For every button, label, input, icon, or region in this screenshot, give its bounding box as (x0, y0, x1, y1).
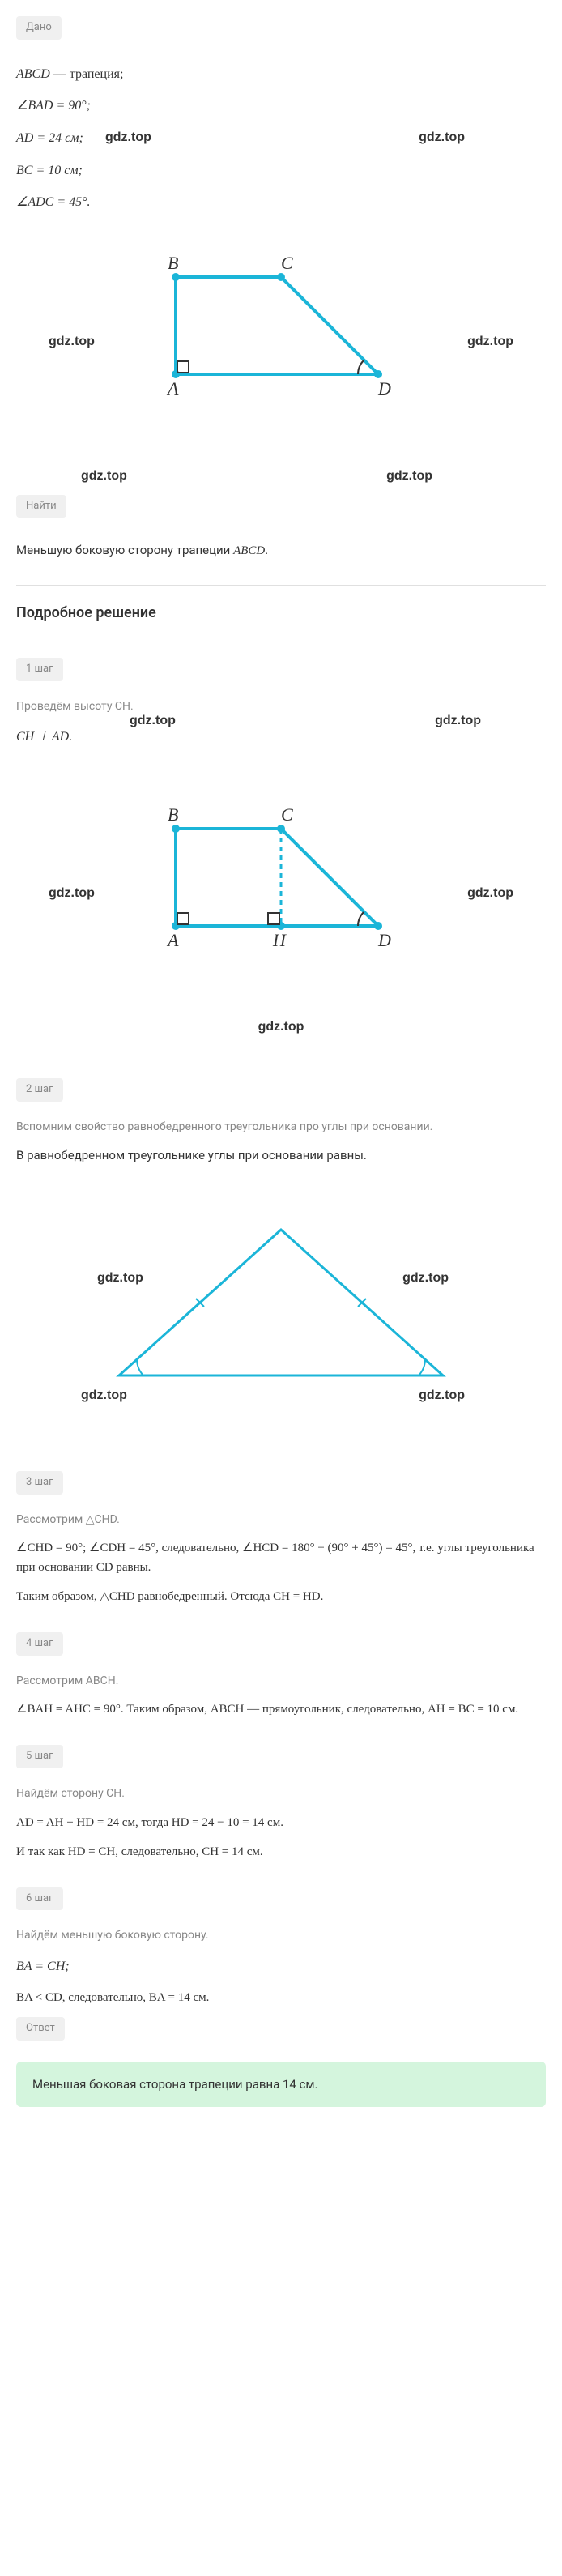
point-c (277, 273, 285, 281)
angle-left (137, 1359, 143, 1375)
step3-label: 3 шаг (16, 1471, 63, 1495)
watermark-row: gdz.top gdz.top (49, 127, 513, 148)
watermark: gdz.top (81, 1385, 127, 1406)
answer-box: Меньшая боковая сторона трапеции равна 1… (16, 2062, 546, 2107)
label-b-2: B (168, 804, 178, 825)
point-c-2 (277, 825, 285, 833)
step2-label: 2 шаг (16, 1078, 63, 1102)
label-c-2: C (281, 804, 293, 825)
angle-right (419, 1359, 425, 1375)
step4-line1: ∠BAH = AHC = 90°. Таким образом, ABCH — … (16, 1700, 546, 1719)
watermark: gdz.top (467, 331, 513, 352)
label-d: D (377, 378, 391, 399)
find-period: . (265, 543, 268, 557)
watermark: gdz.top (386, 466, 432, 487)
diagram-isosceles (16, 1197, 546, 1414)
point-a-2 (172, 922, 180, 930)
trapezoid-shape-2 (176, 829, 378, 926)
label-h: H (272, 930, 287, 950)
step1-label: 1 шаг (16, 658, 63, 681)
step4-label: 4 шаг (16, 1632, 63, 1656)
watermark: gdz.top (419, 127, 465, 148)
step6-line1: BA = CH; (16, 1956, 546, 1977)
watermark: gdz.top (49, 883, 95, 904)
watermark: gdz.top (419, 1385, 465, 1406)
answer-label: Ответ (16, 2017, 65, 2041)
label-a: A (166, 378, 179, 399)
label-c: C (281, 253, 293, 273)
watermark: gdz.top (49, 331, 95, 352)
watermark-row: gdz.top gdz.top (49, 466, 513, 487)
step6-gray: Найдём меньшую боковую сторону. (16, 1926, 546, 1944)
label-d-2: D (377, 930, 391, 950)
label-b: B (168, 253, 178, 273)
given-text-1: — трапеция; (50, 67, 124, 81)
point-a (172, 370, 180, 378)
step2-text: В равнобедренном треугольнике углы при о… (16, 1145, 546, 1165)
isosceles-shape (119, 1230, 443, 1375)
step2-gray: Вспомним свойство равнобедренного треуго… (16, 1118, 546, 1136)
given-line-1: ABCD — трапеция; (16, 64, 546, 85)
step6-label: 6 шаг (16, 1887, 63, 1911)
trapezoid-svg: A B C D (111, 212, 451, 439)
given-line-2: ∠BAD = 90°; (16, 96, 546, 117)
watermark: gdz.top (435, 710, 481, 731)
given-line-4: BC = 10 см; (16, 160, 546, 181)
given-var-1: ABCD (16, 67, 50, 81)
answer-text: Меньшая боковая сторона трапеции равна 1… (32, 2077, 318, 2092)
step5-line1: AD = AH + HD = 24 см, тогда HD = 24 − 10… (16, 1813, 546, 1832)
step3-line1: ∠CHD = 90°; ∠CDH = 45°, следовательно, ∠… (16, 1538, 546, 1577)
point-h (277, 922, 285, 930)
step3-gray: Рассмотрим △CHD. (16, 1511, 546, 1529)
given-line-5: ∠ADC = 45°. (16, 192, 546, 213)
point-b (172, 273, 180, 281)
step4-gray: Рассмотрим ABCH. (16, 1672, 546, 1690)
point-d-2 (374, 922, 382, 930)
right-angle-a-2 (177, 913, 189, 924)
watermark: gdz.top (97, 1268, 143, 1289)
step3-line2: Таким образом, △CHD равнобедренный. Отсю… (16, 1587, 546, 1606)
step5-label: 5 шаг (16, 1745, 63, 1768)
right-angle-h (268, 913, 279, 924)
watermark: gdz.top (81, 466, 127, 487)
watermark: gdz.top (258, 1020, 304, 1034)
find-label: Найти (16, 495, 66, 518)
find-text-span: Меньшую боковую сторону трапеции (16, 543, 233, 557)
right-angle-a (177, 361, 189, 373)
step5-gray: Найдём сторону CH. (16, 1785, 546, 1802)
point-d (374, 370, 382, 378)
diagram-trapezoid: A B C D (16, 212, 546, 445)
solution-heading: Подробное решение (16, 585, 546, 625)
point-b-2 (172, 825, 180, 833)
watermark: gdz.top (402, 1268, 449, 1289)
step6-line2: BA < CD, следовательно, BA = 14 см. (16, 1988, 546, 2007)
find-text: Меньшую боковую сторону трапеции ABCD. (16, 540, 546, 561)
watermark: gdz.top (467, 883, 513, 904)
angle-d (358, 360, 364, 374)
trapezoid-height-svg: A B C D H (111, 764, 451, 991)
angle-d-2 (358, 912, 364, 926)
watermark-single: gdz.top (16, 1017, 546, 1038)
watermark: gdz.top (130, 710, 176, 731)
given-label: Дано (16, 16, 62, 40)
isosceles-svg (70, 1197, 492, 1408)
step5-line2: И так как HD = CH, следовательно, CH = 1… (16, 1842, 546, 1862)
find-var: ABCD (233, 544, 265, 557)
label-a-2: A (166, 930, 179, 950)
watermark: gdz.top (105, 127, 151, 148)
diagram-trapezoid-height: A B C D H (16, 764, 546, 996)
trapezoid-shape (176, 277, 378, 374)
